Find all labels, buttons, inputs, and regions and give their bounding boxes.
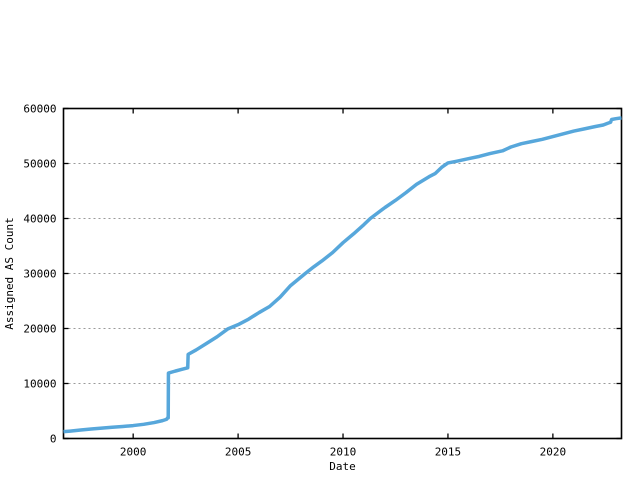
x-axis-tick-labels: 2000 2005 2010 2015 2020: [120, 446, 566, 459]
x-tick-label: 2020: [540, 446, 567, 459]
grid-lines: [63, 163, 622, 384]
y-axis-title: Assigned AS Count: [3, 217, 16, 330]
plot-border: [62, 107, 623, 440]
y-axis-tick-labels: 0 10000 20000 30000 40000 50000 60000: [23, 103, 56, 446]
y-tick-label: 50000: [23, 158, 56, 171]
x-tick-label: 2000: [120, 446, 147, 459]
x-tick-label: 2005: [225, 446, 252, 459]
y-tick-label: 0: [50, 433, 57, 446]
y-tick-label: 10000: [23, 378, 56, 391]
x-tick-label: 2015: [435, 446, 462, 459]
x-axis-title: Date: [329, 460, 356, 473]
y-tick-label: 40000: [23, 213, 56, 226]
y-tick-label: 30000: [23, 268, 56, 281]
y-tick-label: 20000: [23, 323, 56, 336]
y-tick-label: 60000: [23, 103, 56, 116]
x-tick-label: 2010: [330, 446, 357, 459]
axis-ticks: [63, 107, 622, 440]
as-count-line: [63, 116, 622, 434]
